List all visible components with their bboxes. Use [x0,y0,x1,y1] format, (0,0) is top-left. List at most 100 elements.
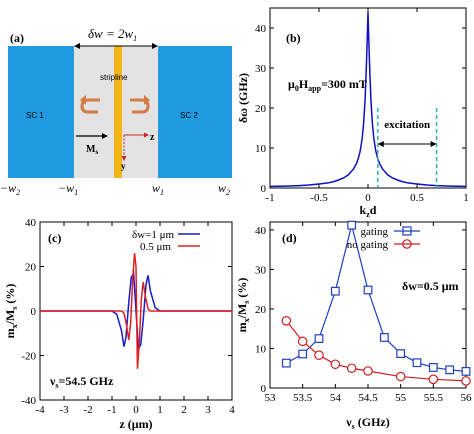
sc1-label: SC 1 [26,111,44,120]
legend-label-1um: δw=1 μm [132,229,174,241]
legend-label-no-gating: no gating [347,239,389,251]
panel-c-ytick-label: -20 [21,351,36,363]
dispersion-curve [269,11,467,188]
gating-point [461,367,471,376]
panel-c-xtick-label: 2 [181,404,187,416]
panel-d-ylabel: mx/Ms (%) [235,278,251,333]
panel-d-xtick-label: 53 [265,392,277,404]
sc2-label: SC 2 [180,111,198,120]
no-gating-markers [281,316,471,386]
sc1-region [8,46,74,178]
panel-b-ytick-label: 20 [255,103,267,115]
panel-d-xtick-label: 55.5 [424,392,444,404]
panel-d-ytick-label: 20 [255,304,267,316]
panel-c-ytick-label: 0 [31,306,37,318]
panel-c-xtick-label: 3 [205,404,211,416]
stripline-label: stripline [100,73,128,82]
profile-curve-0.5um [40,253,232,369]
panel-d-xtick-label: 54.5 [358,392,378,404]
no-gating-point [330,359,341,370]
gating-point [330,286,340,296]
panel-c-xtick-label: -4 [35,404,45,416]
panel-d-xtick-label: 55 [395,392,407,404]
gating-point [298,349,308,359]
no-gating-point [346,363,357,374]
excitation-arrow-head-left [377,141,384,147]
panel-d-label: (d) [282,231,297,245]
no-gating-curve [285,320,467,382]
panel-b-xtick-label: 0 [365,192,371,204]
gating-point [281,358,291,368]
z-axis-label: z [150,132,155,143]
panel-b-label: (b) [286,31,301,45]
panel-b-xtick-label: 1 [463,192,469,204]
tick-w1: w1 [152,181,164,197]
gating-point [314,334,324,343]
panel-c-xtick-label: -2 [83,404,92,416]
panel-c-label: (c) [48,231,61,245]
panel-b-xlabel: kzd [360,203,377,219]
left-curl-arrow-head [80,95,86,105]
panel-b-ytick-label: 10 [255,143,267,155]
excitation-label: excitation [384,119,430,131]
tick-w2: w2 [218,181,230,197]
width-annotation: δw=0.5 μm [402,279,459,293]
panel-d-ytick-label: 10 [255,343,267,355]
panel-b-ytick-label: 30 [255,63,267,75]
no-gating-point [314,350,324,360]
panel-c-xtick-label: 4 [229,404,235,416]
width-arrow-head-left [74,43,80,49]
panel-d-ytick-label: 30 [255,264,267,276]
no-gating-point [461,376,471,386]
width-label: δw = 2w1 [88,26,137,43]
excitation-arrow-head-right [430,141,437,147]
panel-d-xtick-label: 56 [461,392,473,404]
panel-b-xtick-label: -1 [265,192,274,204]
panel-c-ytick-label: 40 [25,217,37,229]
tick-neg-w2: −w2 [0,181,20,197]
panel-b-ytick-label: 0 [261,183,267,195]
no-gating-point [363,366,373,376]
legend-marker-no-gating [402,239,412,249]
panel-d: 53 53.5 54 54.5 55 55.5 56 0 10 20 30 40 gating no … [235,220,473,431]
gating-point [445,365,455,375]
panel-d-ytick-label: 40 [255,225,267,237]
gating-point [363,285,373,295]
no-gating-point [281,316,292,326]
panel-c-ticks: -4 -3 -2 -1 0 1 2 3 4 -40 -20 0 20 40 [21,217,235,416]
panel-a-label: (a) [10,31,24,45]
gating-point [428,363,438,372]
right-curl-arrow-head [144,95,150,105]
panel-c-ytick-label: -40 [21,395,36,407]
panel-c-xtick-label: -3 [59,404,69,416]
panel-c-xtick-label: 0 [133,404,139,416]
panel-c-xlabel: z (μm) [119,417,152,431]
no-gating-point [395,371,406,382]
panel-d-xtick-label: 54 [330,392,342,404]
sc2-region [158,46,232,178]
legend-marker-gating [402,226,412,236]
z-axis-head [144,132,149,138]
panel-a: (a) δw = 2w1 SC 1 SC 2 stripline Ms z y … [0,26,232,197]
gating-point [396,349,406,359]
panel-c-ytick-label: 20 [25,262,37,274]
no-gating-point [428,374,439,385]
legend-label-gating: gating [361,226,389,238]
panel-b-ytick-label: 40 [255,23,267,35]
panel-d-ytick-label: 0 [261,383,267,395]
legend-label-0.5um: 0.5 μm [140,241,171,253]
stripline-bar [114,46,122,178]
panel-b-xtick-label: -0.5 [310,192,328,204]
width-arrow-head-right [152,43,158,49]
panel-b-ylabel: δω (GHz) [236,73,250,123]
panel-d-xtick-label: 53.5 [293,392,313,404]
gating-markers [281,220,471,376]
tick-neg-w1: −w1 [58,181,78,197]
gating-point [379,333,389,342]
panel-d-xlabel: νs (GHz) [345,415,390,431]
frequency-annotation: νs=54.5 GHz [49,374,114,390]
